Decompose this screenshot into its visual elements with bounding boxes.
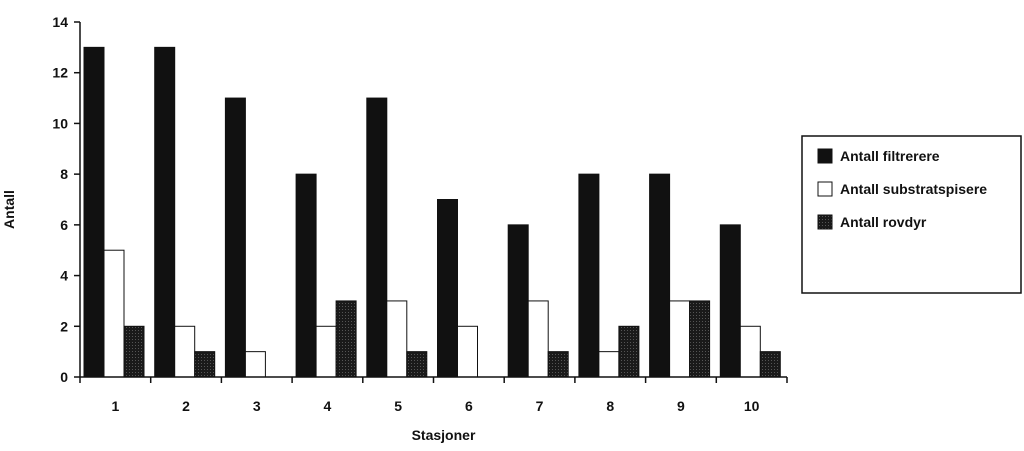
bar-1-1 (83, 46, 105, 378)
bars-layer (83, 46, 781, 378)
x-tick-label: 5 (394, 398, 402, 414)
bar-2-6 (457, 325, 478, 378)
x-tick-label: 1 (111, 398, 119, 414)
bar-2-7 (527, 300, 549, 378)
y-tick-label: 12 (52, 65, 68, 81)
bar-3-7 (547, 351, 569, 378)
bar-1-6 (437, 199, 458, 378)
bar-1-9 (649, 173, 671, 378)
bar-3-2 (194, 351, 216, 378)
x-tick-label: 2 (182, 398, 190, 414)
legend-label-3: Antall rovdyr (840, 214, 927, 230)
bar-3-4 (335, 300, 357, 378)
y-axis-title: Antall (1, 190, 17, 229)
y-tick-label: 0 (60, 369, 68, 385)
x-tick-label: 7 (536, 398, 544, 414)
y-tick-label: 6 (60, 217, 68, 233)
legend-swatch-2 (817, 181, 833, 197)
x-tick-label: 10 (744, 398, 760, 414)
bar-2-4 (315, 325, 337, 378)
y-tick-label: 4 (60, 268, 68, 284)
bar-1-7 (507, 224, 529, 378)
bar-3-8 (618, 325, 640, 378)
x-axis-title: Stasjoner (412, 427, 476, 443)
bar-2-3 (244, 351, 266, 378)
y-tick-label: 8 (60, 166, 68, 182)
x-tick-label: 8 (606, 398, 614, 414)
legend-label-1: Antall filtrerere (840, 148, 940, 164)
x-tick-label: 4 (324, 398, 332, 414)
x-tick-label: 6 (465, 398, 473, 414)
bar-1-3 (224, 97, 246, 378)
legend-swatch-3 (817, 214, 833, 230)
y-tick-label: 2 (60, 318, 68, 334)
bar-1-8 (578, 173, 600, 378)
bar-2-1 (103, 249, 125, 378)
legend: Antall filtrerere Antall substratspisere A… (801, 135, 1022, 294)
bar-1-2 (154, 46, 176, 378)
bar-3-5 (406, 351, 428, 378)
legend-box (801, 135, 1022, 294)
bar-2-8 (598, 351, 620, 378)
bar-3-10 (759, 351, 781, 378)
bar-2-2 (174, 325, 196, 378)
legend-label-2: Antall substratspisere (840, 181, 987, 197)
x-tick-label: 3 (253, 398, 261, 414)
bar-2-10 (739, 325, 761, 378)
y-tick-label: 10 (52, 115, 68, 131)
legend-swatch-1 (817, 148, 833, 164)
x-tick-label: 9 (677, 398, 685, 414)
bar-2-5 (386, 300, 408, 378)
bar-1-5 (366, 97, 388, 378)
bar-1-10 (719, 224, 741, 378)
bar-3-9 (689, 300, 711, 378)
bar-1-4 (295, 173, 317, 378)
y-tick-label: 14 (52, 14, 68, 30)
bar-2-9 (669, 300, 691, 378)
bar-3-1 (123, 325, 145, 378)
